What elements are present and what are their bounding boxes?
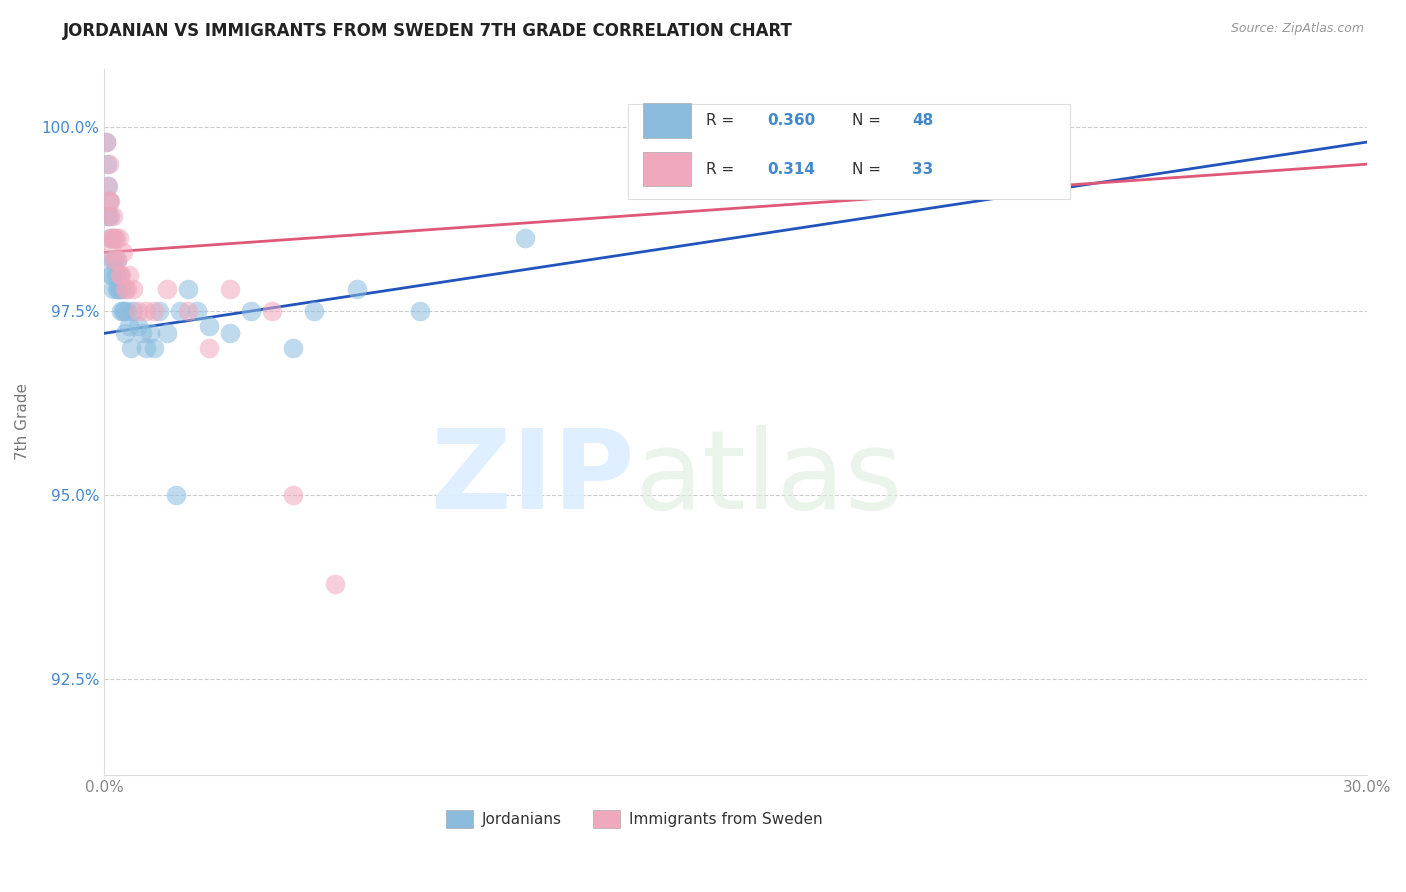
Point (118, 318, 141, 333)
Point (115, 304, 138, 318)
Point (111, 304, 134, 318)
Point (103, 231, 125, 245)
Point (103, 231, 125, 245)
Text: 0.314: 0.314 (766, 161, 815, 177)
Point (143, 304, 166, 318)
Point (104, 231, 127, 245)
Text: 0.360: 0.360 (766, 112, 815, 128)
Point (135, 341, 157, 355)
Point (98, 231, 121, 245)
Point (408, 304, 430, 318)
Point (100, 268, 122, 282)
Point (104, 268, 127, 282)
Point (120, 341, 142, 355)
Point (103, 209, 125, 223)
Point (103, 252, 125, 267)
Point (111, 282, 134, 296)
Point (107, 231, 129, 245)
Point (156, 326, 179, 341)
Point (169, 304, 191, 318)
Point (96, 157, 118, 171)
Point (139, 326, 162, 341)
Point (100, 231, 122, 245)
Point (127, 304, 149, 318)
Point (114, 282, 136, 296)
Point (103, 252, 125, 267)
Point (103, 282, 125, 296)
Text: 48: 48 (912, 112, 934, 128)
Point (143, 341, 166, 355)
Point (114, 326, 136, 341)
Point (107, 252, 129, 267)
Point (177, 282, 200, 296)
Text: N =: N = (852, 161, 886, 177)
Point (98, 194, 121, 208)
Legend: Jordanians, Immigrants from Sweden: Jordanians, Immigrants from Sweden (440, 805, 830, 834)
Text: R =: R = (706, 161, 740, 177)
Point (98, 194, 121, 208)
Point (110, 304, 132, 318)
Point (240, 304, 263, 318)
Text: N =: N = (852, 112, 886, 128)
Point (101, 245, 124, 260)
Point (111, 245, 134, 260)
Point (325, 576, 347, 591)
Point (198, 318, 221, 333)
Bar (628, 103, 1070, 199)
Point (94, 135, 117, 149)
Point (156, 282, 179, 296)
Point (105, 282, 128, 296)
Point (127, 318, 149, 333)
Point (98, 209, 121, 223)
Point (112, 304, 135, 318)
Y-axis label: 7th Grade: 7th Grade (15, 384, 30, 460)
Point (96, 179, 118, 194)
Point (513, 231, 536, 245)
Point (165, 488, 187, 502)
Point (107, 282, 129, 296)
Text: atlas: atlas (634, 425, 903, 532)
Point (94, 135, 117, 149)
Point (97, 209, 120, 223)
Point (219, 282, 242, 296)
Point (107, 268, 129, 282)
Point (108, 268, 131, 282)
Point (148, 304, 170, 318)
Point (110, 268, 132, 282)
Point (283, 341, 305, 355)
Point (219, 326, 242, 341)
Point (98, 194, 121, 208)
Point (135, 304, 157, 318)
Point (198, 341, 221, 355)
Bar (643, 152, 692, 186)
Text: R =: R = (706, 112, 740, 128)
Point (97, 209, 120, 223)
Point (100, 252, 122, 267)
Text: Source: ZipAtlas.com: Source: ZipAtlas.com (1230, 22, 1364, 36)
Point (262, 304, 284, 318)
Point (105, 252, 128, 267)
Point (108, 282, 131, 296)
Point (935, 120, 957, 135)
Point (346, 282, 368, 296)
Point (1019, 120, 1042, 135)
Point (97, 179, 120, 194)
Point (177, 304, 200, 318)
Point (101, 268, 124, 282)
Bar (643, 103, 692, 137)
Text: 33: 33 (912, 161, 934, 177)
Point (100, 231, 122, 245)
Point (122, 304, 145, 318)
Point (98, 157, 121, 171)
Text: JORDANIAN VS IMMIGRANTS FROM SWEDEN 7TH GRADE CORRELATION CHART: JORDANIAN VS IMMIGRANTS FROM SWEDEN 7TH … (63, 22, 793, 40)
Point (283, 488, 305, 502)
Point (304, 304, 326, 318)
Point (118, 268, 141, 282)
Point (115, 282, 138, 296)
Text: ZIP: ZIP (432, 425, 634, 532)
Point (122, 282, 145, 296)
Point (131, 326, 153, 341)
Point (186, 304, 208, 318)
